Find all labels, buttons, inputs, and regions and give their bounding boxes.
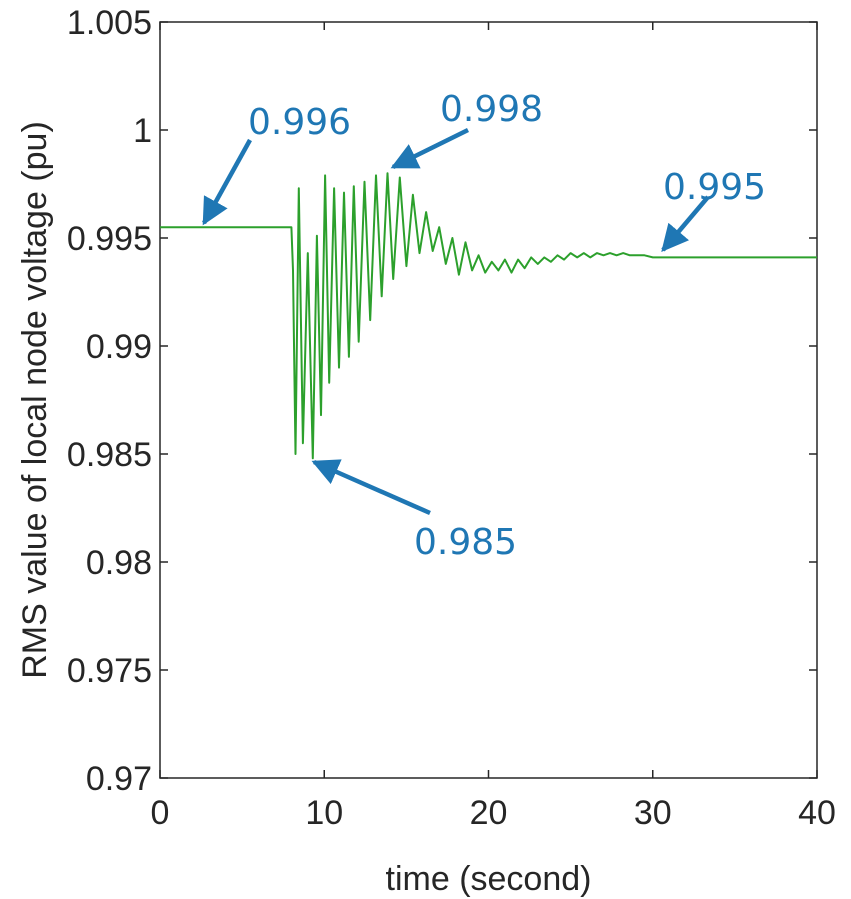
annotation-layer: 0.996 0.998 0.995 0.985 bbox=[202, 89, 766, 563]
y-tick-label: 0.985 bbox=[67, 436, 152, 474]
y-tick-label: 0.975 bbox=[67, 652, 152, 690]
x-tick-labels: 0 10 20 30 40 bbox=[151, 794, 836, 832]
plot-area: 0.996 0.998 0.995 0.985 bbox=[159, 21, 818, 779]
annotation-label: 0.985 bbox=[414, 522, 517, 563]
tick-marks bbox=[159, 21, 818, 779]
y-tick-label: 0.98 bbox=[86, 544, 152, 582]
x-tick-label: 30 bbox=[634, 794, 672, 832]
y-tick-label: 1 bbox=[133, 112, 152, 150]
x-tick-label: 20 bbox=[470, 794, 508, 832]
annotation-label: 0.998 bbox=[440, 89, 543, 130]
series-line-1 bbox=[160, 172, 817, 460]
annotation-arrow bbox=[390, 127, 469, 170]
y-tick-label: 0.995 bbox=[67, 220, 152, 258]
x-tick-label: 0 bbox=[151, 794, 170, 832]
y-tick-label: 1.005 bbox=[67, 4, 152, 42]
x-tick-label: 10 bbox=[305, 794, 343, 832]
y-tick-label: 0.99 bbox=[86, 328, 152, 366]
annotation-arrow bbox=[202, 138, 252, 226]
annotation-label: 0.995 bbox=[663, 167, 766, 208]
x-axis-title: time (second) bbox=[386, 860, 592, 898]
annotation-label: 0.996 bbox=[248, 102, 351, 143]
annotation-arrow bbox=[311, 459, 431, 516]
y-axis-title: RMS value of local node voltage (pu) bbox=[16, 121, 54, 679]
x-tick-label: 40 bbox=[798, 794, 836, 832]
y-tick-label: 0.97 bbox=[86, 760, 152, 798]
y-tick-labels: 0.97 0.975 0.98 0.985 0.99 0.995 1 1.005 bbox=[67, 4, 152, 798]
annotation-arrow bbox=[661, 195, 710, 253]
series-layer bbox=[160, 172, 817, 460]
